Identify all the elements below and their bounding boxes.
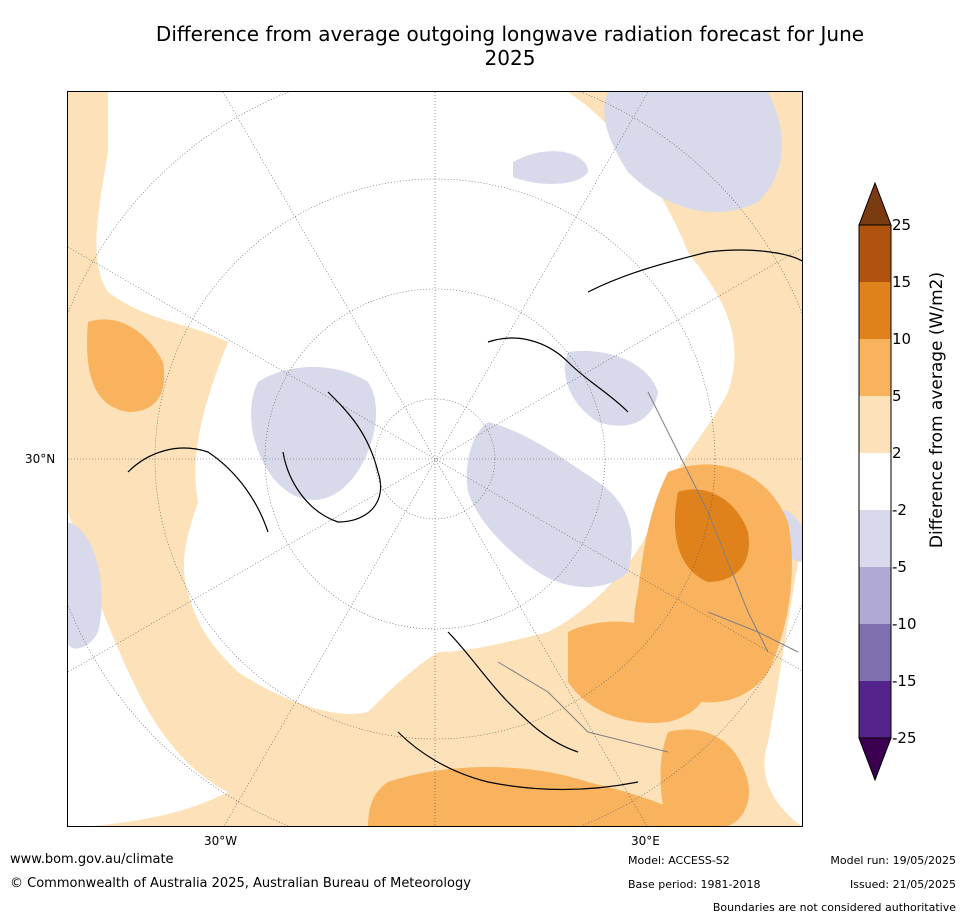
lat-label-30n: 30°N xyxy=(25,452,56,466)
above-average-europe-east xyxy=(568,621,708,723)
below-average-arctic-canada xyxy=(251,367,377,501)
colorbar-tick-15: 15 xyxy=(892,273,912,291)
colorbar-band-minus2-minus5 xyxy=(859,510,891,567)
footer-copyright: © Commonwealth of Australia 2025, Austra… xyxy=(10,876,471,891)
below-average-west-pacific xyxy=(68,522,102,649)
colorbar-band-minus15-minus25 xyxy=(859,681,891,738)
olr-anomaly-map xyxy=(67,91,803,827)
lon-label-30e: 30°E xyxy=(631,834,660,848)
colorbar-tick-minus2: -2 xyxy=(892,501,907,519)
colorbar-tick-10: 10 xyxy=(892,330,912,348)
footer-model: Model: ACCESS-S2 xyxy=(628,854,730,867)
colorbar-tick-25: 25 xyxy=(892,216,912,234)
colorbar xyxy=(858,182,892,782)
colorbar-tick-minus10: -10 xyxy=(892,615,917,633)
footer-issued: Issued: 21/05/2025 xyxy=(849,878,956,891)
colorbar-bottom-extension xyxy=(858,737,892,782)
colorbar-band-2-5 xyxy=(859,396,891,453)
colorbar-band-5-10 xyxy=(859,339,891,396)
coastlines xyxy=(127,249,802,791)
footer-url[interactable]: www.bom.gov.au/climate xyxy=(10,852,174,867)
colorbar-tick-5: 5 xyxy=(892,387,902,405)
below-average-scandinavia xyxy=(466,422,632,587)
colorbar-band-minus10-minus15 xyxy=(859,624,891,681)
footer-disclaimer: Boundaries are not considered authoritat… xyxy=(712,901,956,914)
below-average-siberia xyxy=(604,92,782,212)
colorbar-band-10-15 xyxy=(859,282,891,339)
near-normal-central-asia xyxy=(764,542,802,826)
above-average-alaska xyxy=(87,319,165,412)
country-boundaries xyxy=(497,391,799,753)
below-average-barents xyxy=(564,351,658,426)
colorbar-tick-2: 2 xyxy=(892,444,902,462)
above-average-arabia xyxy=(660,729,749,826)
above-average-north-africa xyxy=(368,767,705,826)
footer-model-run: Model run: 19/05/2025 xyxy=(830,854,956,867)
lon-label-30w: 30°W xyxy=(204,834,238,848)
colorbar-band-minus5-minus10 xyxy=(859,567,891,624)
near-normal-pacific xyxy=(68,512,228,826)
footer-base-period: Base period: 1981-2018 xyxy=(628,878,761,891)
graticule xyxy=(68,92,802,826)
colorbar-band-neutral xyxy=(859,453,891,510)
map-title: Difference from average outgoing longwav… xyxy=(155,22,865,70)
colorbar-tick-minus15: -15 xyxy=(892,672,917,690)
colorbar-top-extension xyxy=(858,182,892,226)
colorbar-band-15-25 xyxy=(859,225,891,282)
map-canvas xyxy=(68,92,802,826)
colorbar-label: Difference from average (W/m2) xyxy=(927,271,947,549)
colorbar-tick-minus5: -5 xyxy=(892,558,907,576)
colorbar-tick-minus25: -25 xyxy=(892,729,917,747)
above-average-kazakhstan-core xyxy=(674,489,749,582)
below-average-north-pacific xyxy=(513,151,588,184)
